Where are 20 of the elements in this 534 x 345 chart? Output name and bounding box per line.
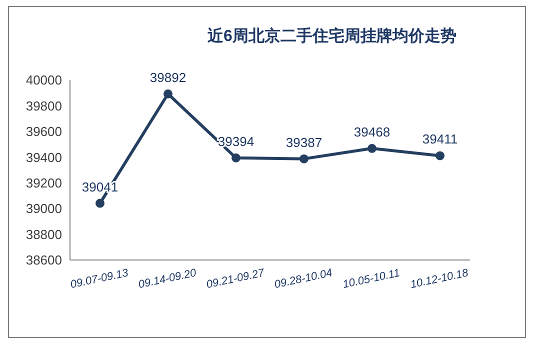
point — [96, 198, 104, 208]
point — [300, 154, 308, 164]
y-tick-label: 38600 — [26, 252, 62, 268]
y-tick-label: 39200 — [26, 175, 62, 190]
y-tick-label: 38800 — [26, 226, 62, 242]
data-label: 39387 — [286, 134, 322, 150]
point — [164, 89, 172, 98]
y-tick-label: 39600 — [26, 124, 62, 140]
point — [368, 144, 376, 153]
data-label: 39411 — [422, 132, 458, 147]
point — [232, 153, 240, 162]
data-label: 39468 — [354, 124, 390, 140]
point — [436, 151, 444, 160]
y-tick-label: 39400 — [26, 150, 62, 165]
y-tick-label: 39800 — [26, 98, 62, 114]
y-tick-label: 40000 — [26, 72, 62, 88]
data-label: 39892 — [150, 70, 186, 85]
data-label: 39394 — [218, 134, 254, 149]
y-tick-label: 39000 — [26, 201, 62, 216]
chart-title: 近6周北京二手住宅周挂牌均价走势 — [206, 26, 458, 47]
